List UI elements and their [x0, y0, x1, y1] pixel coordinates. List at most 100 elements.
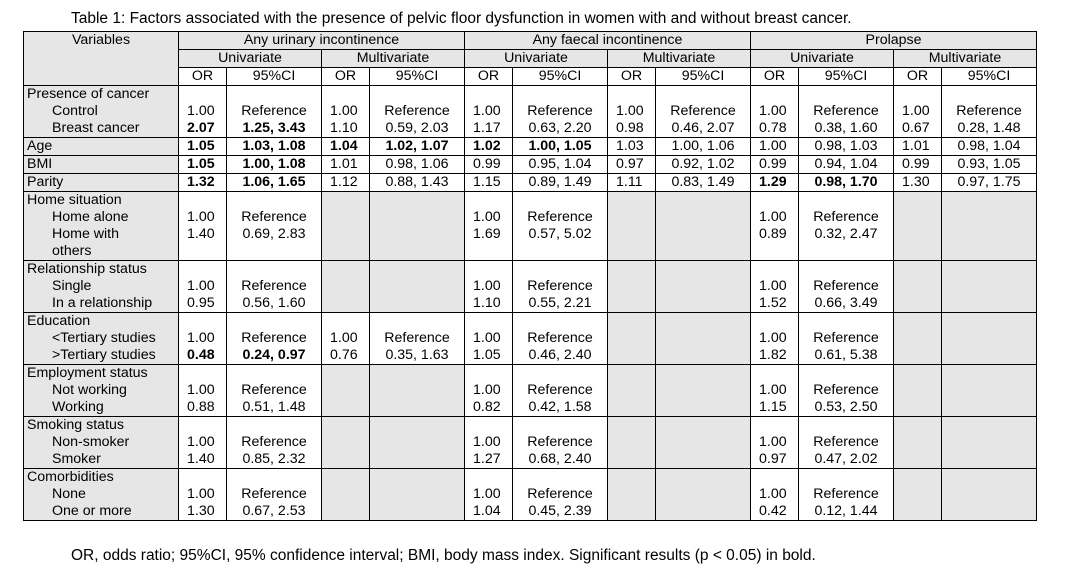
odds-ratio-cell [893, 243, 942, 261]
confidence-interval-cell [655, 399, 751, 417]
confidence-interval-cell [369, 226, 465, 243]
confidence-interval-cell [655, 278, 751, 295]
odds-ratio-cell: 1.00 [464, 209, 513, 226]
odds-ratio-cell [893, 85, 942, 103]
row-label-text: Not working [52, 382, 127, 398]
confidence-interval-cell: 0.94, 1.04 [798, 155, 894, 174]
row-label-text: Working [52, 399, 104, 415]
odds-ratio-cell: 1.05 [464, 347, 513, 365]
confidence-interval-cell: Reference [369, 330, 465, 347]
table-row: Education [23, 312, 1037, 330]
or-header: OR [178, 67, 227, 86]
odds-ratio-cell [178, 243, 227, 261]
ci-header: 95%CI [369, 67, 465, 86]
odds-ratio-cell: 1.82 [750, 347, 799, 365]
odds-ratio-cell [607, 295, 656, 313]
confidence-interval-cell: 0.95, 1.04 [512, 155, 608, 174]
odds-ratio-cell [321, 364, 370, 382]
confidence-interval-cell [798, 468, 894, 486]
confidence-interval-cell: Reference [798, 382, 894, 399]
odds-ratio-cell: 1.52 [750, 295, 799, 313]
table-row: Breast cancer 2.07 1.25, 3.43 1.10 0.59, 2.0… [23, 120, 1037, 138]
confidence-interval-cell [369, 295, 465, 313]
confidence-interval-cell: Reference [798, 209, 894, 226]
confidence-interval-cell: 0.93, 1.05 [941, 155, 1037, 174]
row-label: Single [23, 278, 179, 295]
odds-ratio-cell [321, 295, 370, 313]
confidence-interval-cell: 0.83, 1.49 [655, 173, 751, 192]
odds-ratio-cell [178, 260, 227, 278]
confidence-interval-cell: 0.67, 2.53 [226, 503, 322, 521]
odds-ratio-cell: 1.03 [607, 137, 656, 156]
confidence-interval-cell [369, 243, 465, 261]
confidence-interval-cell [369, 486, 465, 503]
confidence-interval-cell [655, 347, 751, 365]
odds-ratio-cell [750, 416, 799, 434]
odds-ratio-cell: 1.00 [464, 330, 513, 347]
confidence-interval-cell [655, 85, 751, 103]
confidence-interval-cell: Reference [226, 330, 322, 347]
confidence-interval-cell: Reference [226, 103, 322, 120]
confidence-interval-cell: 0.98, 1.70 [798, 173, 894, 192]
odds-ratio-cell [750, 191, 799, 209]
odds-ratio-cell: 1.00 [750, 137, 799, 156]
ci-header: 95%CI [512, 67, 608, 86]
odds-ratio-cell: 1.29 [750, 173, 799, 192]
confidence-interval-cell [512, 243, 608, 261]
confidence-interval-cell [369, 191, 465, 209]
confidence-interval-cell [369, 209, 465, 226]
odds-ratio-cell [893, 451, 942, 469]
row-label: Smoker [23, 451, 179, 469]
odds-ratio-cell: 1.00 [607, 103, 656, 120]
odds-ratio-cell: 0.48 [178, 347, 227, 365]
confidence-interval-cell [226, 85, 322, 103]
row-label: One or more [23, 503, 179, 521]
group-header-faecal: Any faecal incontinence [464, 31, 751, 50]
odds-ratio-cell [607, 260, 656, 278]
table-row: None 1.00 Reference 1.00 Reference 1.00 Refere… [23, 486, 1037, 503]
odds-ratio-cell [464, 416, 513, 434]
confidence-interval-cell [369, 434, 465, 451]
confidence-interval-cell: 1.00, 1.08 [226, 155, 322, 174]
odds-ratio-cell: 1.04 [321, 137, 370, 156]
confidence-interval-cell: 0.38, 1.60 [798, 120, 894, 138]
table-row: Home with 1.40 0.69, 2.83 1.69 0.57, 5.02 0.8… [23, 226, 1037, 243]
row-label: Not working [23, 382, 179, 399]
row-label-text: Relationship status [27, 261, 147, 277]
confidence-interval-cell: Reference [512, 434, 608, 451]
odds-ratio-cell: 1.00 [893, 103, 942, 120]
odds-ratio-cell: 0.99 [750, 155, 799, 174]
confidence-interval-cell: 1.25, 3.43 [226, 120, 322, 138]
confidence-interval-cell: 0.98, 1.06 [369, 155, 465, 174]
confidence-interval-cell [941, 191, 1037, 209]
odds-ratio-cell: 1.00 [750, 103, 799, 120]
table-row: Not working 1.00 Reference 1.00 Reference 1.0… [23, 382, 1037, 399]
confidence-interval-cell [941, 434, 1037, 451]
confidence-interval-cell [655, 312, 751, 330]
table-row: Smoking status [23, 416, 1037, 434]
confidence-interval-cell [369, 503, 465, 521]
confidence-interval-cell [226, 416, 322, 434]
table-row: Smoker 1.40 0.85, 2.32 1.27 0.68, 2.40 0.97 0.… [23, 451, 1037, 469]
odds-ratio-cell [607, 434, 656, 451]
confidence-interval-cell: Reference [512, 382, 608, 399]
confidence-interval-cell: 0.59, 2.03 [369, 120, 465, 138]
confidence-interval-cell: 0.51, 1.48 [226, 399, 322, 417]
table-row: Control 1.00 Reference 1.00 Reference 1.00 Ref… [23, 103, 1037, 120]
confidence-interval-cell [941, 364, 1037, 382]
row-label: Presence of cancer [23, 85, 179, 103]
row-label-text: Smoker [52, 451, 101, 467]
odds-ratio-cell: 0.99 [893, 155, 942, 174]
odds-ratio-cell: 1.00 [750, 486, 799, 503]
table-row: Single 1.00 Reference 1.00 Reference 1.00 Refe… [23, 278, 1037, 295]
row-label: Smoking status [23, 416, 179, 434]
odds-ratio-cell: 1.00 [750, 434, 799, 451]
odds-ratio-cell [893, 434, 942, 451]
odds-ratio-cell [750, 312, 799, 330]
confidence-interval-cell [369, 399, 465, 417]
odds-ratio-cell [321, 85, 370, 103]
row-label: Home situation [23, 191, 179, 209]
confidence-interval-cell [941, 330, 1037, 347]
confidence-interval-cell [369, 85, 465, 103]
confidence-interval-cell: Reference [798, 278, 894, 295]
